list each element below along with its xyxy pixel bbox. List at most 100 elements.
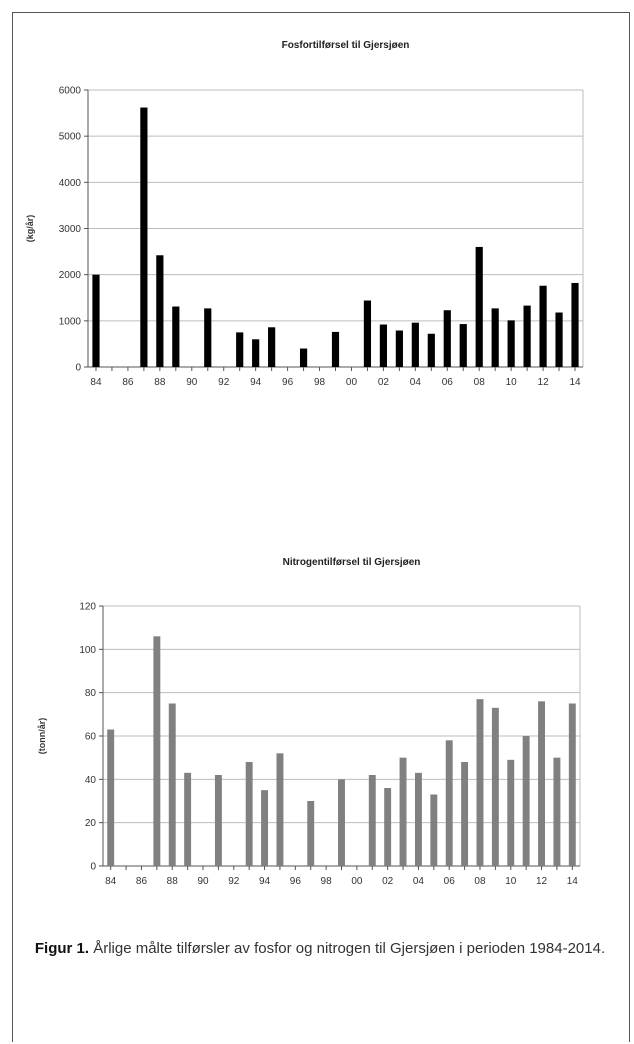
x-tick-label: 08	[474, 876, 486, 887]
y-tick-label: 60	[85, 732, 97, 743]
bar-04	[411, 322, 419, 367]
bar-84	[92, 274, 100, 367]
x-tick-label: 04	[410, 377, 422, 388]
y-tick-label: 40	[85, 775, 97, 786]
bar-10	[507, 759, 515, 866]
bar-05	[430, 794, 438, 866]
bar-02	[379, 324, 387, 367]
bar-08	[476, 699, 484, 866]
bar-87	[140, 107, 148, 367]
bar-97	[307, 801, 315, 866]
y-tick-label: 0	[75, 363, 81, 374]
x-tick-label: 88	[154, 377, 166, 388]
y-tick-label: 6000	[59, 86, 82, 97]
bar-04	[414, 772, 422, 866]
x-tick-label: 92	[218, 377, 230, 388]
bar-91	[204, 308, 212, 367]
bar-88	[156, 255, 164, 367]
bar-89	[184, 772, 192, 866]
y-tick-label: 1000	[59, 316, 82, 327]
chart-title: Nitrogentilførsel til Gjersjøen	[283, 557, 421, 568]
bar-10	[507, 320, 515, 367]
x-tick-label: 12	[536, 876, 548, 887]
bar-99	[338, 779, 345, 866]
bar-13	[555, 312, 563, 367]
x-tick-label: 88	[167, 876, 179, 887]
x-tick-label: 98	[314, 377, 326, 388]
x-tick-label: 14	[567, 876, 579, 887]
y-tick-label: 120	[79, 602, 96, 613]
x-tick-label: 96	[282, 377, 294, 388]
x-tick-label: 92	[228, 876, 240, 887]
bar-93	[245, 762, 253, 866]
y-tick-label: 20	[85, 818, 97, 829]
x-tick-label: 84	[105, 876, 117, 887]
bar-94	[252, 339, 260, 367]
bar-12	[538, 701, 545, 866]
bar-03	[399, 757, 407, 866]
bar-94	[261, 790, 269, 866]
bar-14	[568, 703, 576, 866]
chart-1: Fosfortilførsel til Gjersjøen 0 1000 2000 30…	[25, 40, 584, 388]
caption-label: Figur 1.	[34, 940, 90, 957]
bar-84	[107, 729, 115, 866]
bar-01	[368, 775, 376, 866]
bar-07	[459, 324, 467, 367]
bar-02	[384, 788, 392, 866]
x-tick-label: 08	[474, 377, 486, 388]
bar-08	[475, 246, 483, 367]
x-tick-label: 12	[538, 377, 550, 388]
bar-07	[461, 762, 469, 866]
y-tick-label: 3000	[59, 224, 82, 235]
x-tick-label: 90	[186, 377, 198, 388]
x-tick-label: 02	[382, 876, 394, 887]
bar-11	[522, 736, 530, 866]
page-frame	[12, 12, 630, 1042]
x-tick-label: 06	[442, 377, 454, 388]
x-tick-label: 10	[505, 876, 517, 887]
bar-95	[276, 753, 284, 866]
bar-06	[443, 310, 451, 367]
x-tick-label: 14	[569, 377, 581, 388]
bar-06	[445, 740, 453, 866]
x-tick-label: 04	[413, 876, 425, 887]
bar-99	[331, 331, 340, 367]
bar-01	[363, 300, 372, 367]
x-tick-label: 84	[90, 377, 102, 388]
y-tick-label: 80	[85, 688, 97, 699]
bar-88	[168, 703, 176, 866]
bar-97	[299, 348, 308, 367]
chart-2: Nitrogentilførsel til Gjersjøen020406080…	[37, 557, 581, 887]
x-tick-label: 98	[321, 876, 333, 887]
bar-89	[172, 306, 180, 367]
x-tick-label: 94	[250, 377, 262, 388]
x-tick-label: 10	[506, 377, 518, 388]
y-tick-label: 0	[90, 862, 96, 873]
x-tick-label: 06	[444, 876, 456, 887]
y-axis-label: (tonn/år)	[37, 718, 47, 755]
x-tick-label: 00	[351, 876, 363, 887]
x-tick-label: 86	[122, 377, 134, 388]
bar-12	[539, 285, 547, 367]
y-tick-label: 2000	[59, 270, 82, 281]
bar-91	[214, 775, 222, 866]
caption-text: Årlige målte tilførsler av fosfor og nit…	[89, 940, 606, 957]
y-tick-label: 4000	[59, 178, 82, 189]
x-tick-label: 86	[136, 876, 148, 887]
bar-11	[523, 305, 531, 367]
bar-13	[553, 757, 561, 866]
bar-87	[153, 636, 161, 866]
bar-03	[395, 330, 403, 367]
bar-09	[491, 707, 499, 866]
bar-14	[571, 282, 579, 367]
y-axis-label: (kg/år)	[25, 215, 35, 243]
figure-caption: Figur 1. Årlige målte tilførsler av fosf…	[30, 938, 610, 960]
bar-09	[491, 308, 499, 367]
chart-title: Fosfortilførsel til Gjersjøen	[282, 40, 410, 51]
x-tick-label: 94	[259, 876, 271, 887]
bar-93	[236, 332, 244, 367]
y-tick-label: 5000	[59, 132, 82, 143]
bar-95	[268, 327, 276, 367]
x-tick-label: 96	[290, 876, 302, 887]
